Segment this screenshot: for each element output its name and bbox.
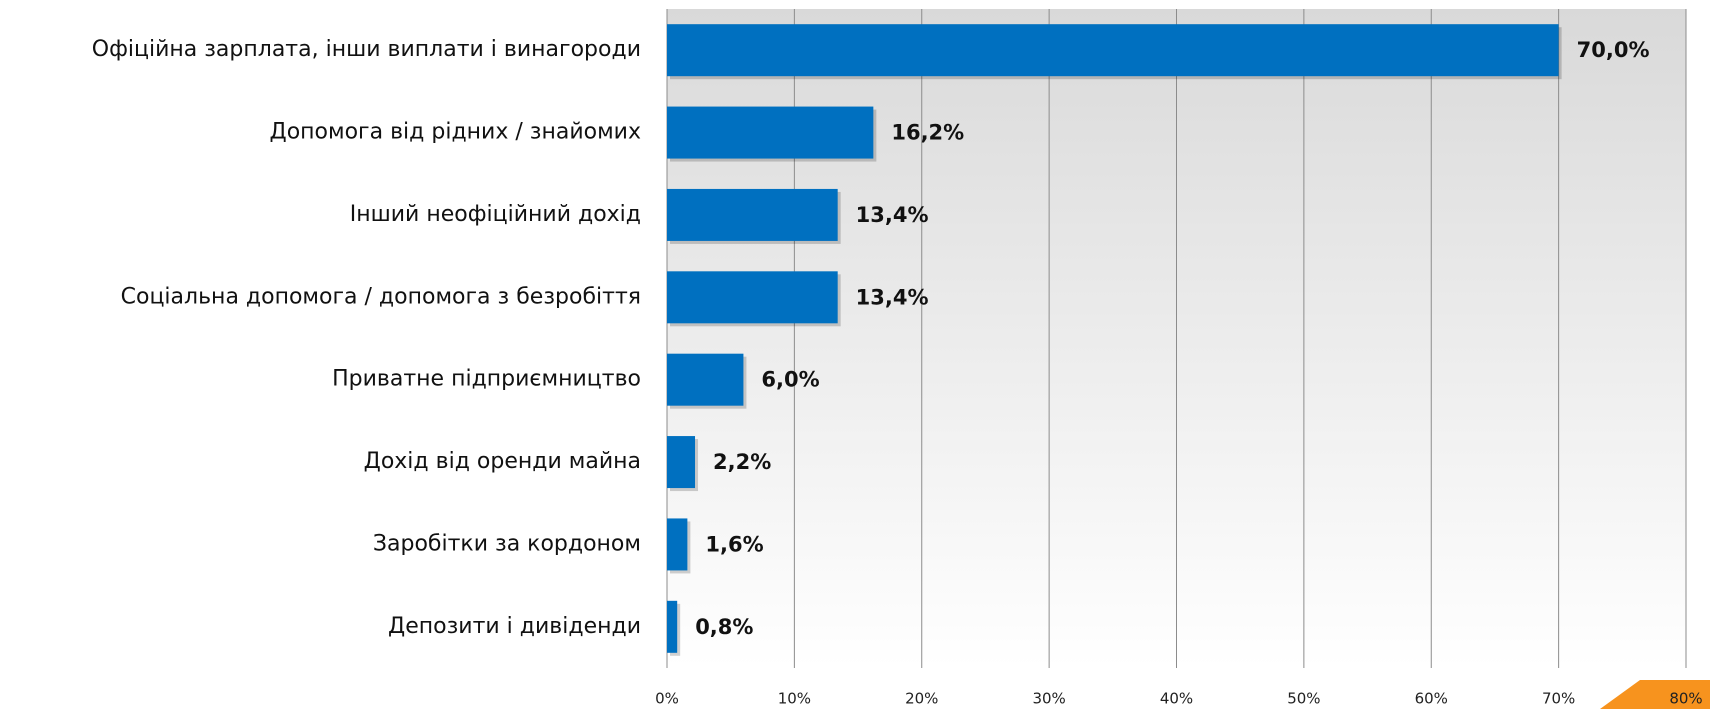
bar: [667, 271, 838, 324]
x-tick-label: 80%: [1669, 690, 1702, 708]
category-label: Дохід від оренди майна: [364, 449, 641, 474]
x-tick-label: 60%: [1415, 690, 1448, 708]
category-label: Соціальна допомога / допомога з безробіт…: [121, 284, 641, 309]
x-tick-label: 10%: [778, 690, 811, 708]
bar: [667, 600, 678, 653]
bar: [667, 106, 874, 159]
bar: [667, 188, 838, 241]
bar: [667, 24, 1559, 77]
value-label: 0,8%: [695, 615, 753, 639]
category-label: Офіційна зарплата, інши виплати і винаго…: [92, 37, 641, 62]
x-tick-label: 40%: [1160, 690, 1193, 708]
bar: [667, 518, 688, 571]
x-tick-label: 20%: [905, 690, 938, 708]
x-tick-label: 50%: [1287, 690, 1320, 708]
bar: [667, 353, 744, 406]
category-label: Депозити і дивіденди: [388, 614, 641, 639]
value-label: 1,6%: [705, 532, 763, 556]
value-label: 6,0%: [761, 368, 819, 392]
corner-decoration: [1600, 680, 1710, 709]
category-label: Інший неофіційний дохід: [350, 202, 641, 227]
value-label: 13,4%: [856, 285, 929, 309]
category-label: Приватне підприємництво: [332, 367, 641, 392]
value-label: 13,4%: [856, 203, 929, 227]
x-tick-label: 70%: [1542, 690, 1575, 708]
value-label: 2,2%: [713, 450, 771, 474]
bar: [667, 436, 696, 489]
value-label: 70,0%: [1577, 38, 1650, 62]
category-label: Допомога від рідних / знайомих: [270, 120, 642, 145]
value-label: 16,2%: [891, 121, 964, 145]
x-tick-label: 0%: [655, 690, 679, 708]
x-tick-label: 30%: [1032, 690, 1065, 708]
category-label: Заробітки за кордоном: [373, 531, 641, 556]
